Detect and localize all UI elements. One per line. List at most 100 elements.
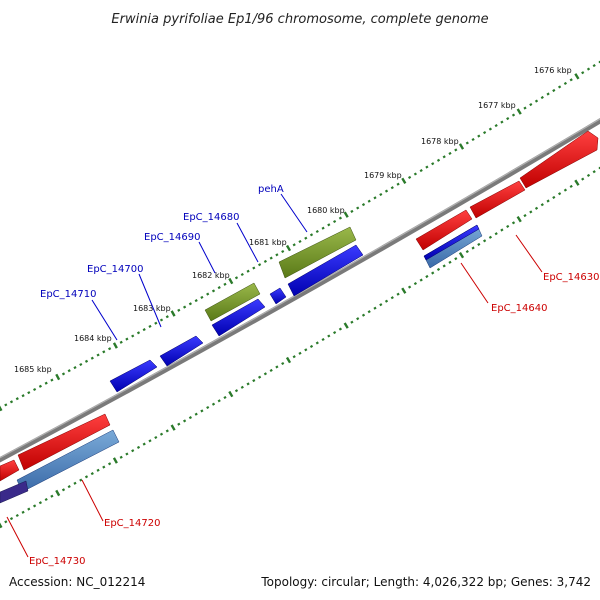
tick-mark xyxy=(194,412,198,416)
tick-mark xyxy=(534,99,539,103)
tick-mark xyxy=(569,78,573,82)
label-epc-14640[interactable]: EpC_14640 xyxy=(491,303,547,314)
tick-mark xyxy=(217,399,221,403)
tick-mark xyxy=(200,409,204,413)
tick-mark xyxy=(285,356,292,364)
tick-mark xyxy=(96,353,100,357)
tick-mark xyxy=(263,372,267,376)
gene-epc-14700[interactable] xyxy=(159,335,204,367)
tick-mark xyxy=(234,276,239,280)
tick-mark xyxy=(61,372,66,376)
tick-mark xyxy=(431,271,435,275)
gene-peha-cds[interactable] xyxy=(287,244,364,297)
gene-epc-14640-a[interactable] xyxy=(415,209,473,251)
tick-mark xyxy=(298,239,302,244)
tick-mark xyxy=(338,216,342,220)
tick-mark xyxy=(73,366,77,370)
tick-mark xyxy=(79,362,83,367)
tick-mark xyxy=(390,186,394,190)
tick-mark xyxy=(50,494,54,498)
tick-mark xyxy=(534,206,539,210)
label-epc-14720[interactable]: EpC_14720 xyxy=(104,518,160,529)
tick-mark xyxy=(327,223,331,227)
tick-mark xyxy=(488,235,493,239)
tick-mark xyxy=(408,175,412,179)
gene-epc-14720[interactable] xyxy=(17,413,111,471)
tick-mark xyxy=(321,337,325,342)
tick-mark xyxy=(73,481,77,485)
gene-epc-14690[interactable] xyxy=(204,282,261,322)
gene-epc-14680-b[interactable] xyxy=(269,287,287,305)
label-epc-14690[interactable]: EpC_14690 xyxy=(144,232,200,243)
kbp-label-1677: 1677 kbp xyxy=(478,101,516,110)
tick-mark xyxy=(304,236,308,240)
gene-epc-14630-b[interactable] xyxy=(469,180,526,219)
tick-mark xyxy=(471,137,475,142)
tick-mark xyxy=(506,224,510,228)
tick-mark xyxy=(38,384,42,388)
tick-mark xyxy=(552,195,556,199)
tick-mark xyxy=(540,95,544,100)
tick-mark xyxy=(240,272,244,277)
tick-mark xyxy=(477,242,481,246)
tick-mark xyxy=(425,165,429,169)
tick-mark xyxy=(136,331,141,335)
gene-epc-14710[interactable] xyxy=(109,359,158,393)
tick-mark xyxy=(373,306,377,310)
tick-mark xyxy=(38,501,42,505)
tick-mark xyxy=(592,170,596,174)
tick-mark xyxy=(33,387,37,392)
tick-mark xyxy=(494,124,498,128)
tick-mark xyxy=(0,404,3,412)
tick-mark xyxy=(586,67,591,71)
tick-mark xyxy=(454,257,458,261)
tick-mark xyxy=(356,206,360,210)
gene-epc-14630-a[interactable] xyxy=(519,130,599,189)
tick-mark xyxy=(96,468,100,472)
tick-mark xyxy=(67,485,71,489)
tick-mark xyxy=(188,302,192,306)
tick-mark xyxy=(557,192,562,196)
tick-mark xyxy=(21,394,25,398)
label-epc-14630[interactable]: EpC_14630 xyxy=(543,272,599,283)
gene-epc-14640-blue[interactable] xyxy=(423,224,480,261)
tick-mark xyxy=(281,249,285,254)
gene-epc-14730-dark[interactable] xyxy=(0,480,29,504)
label-epc-14700[interactable]: EpC_14700 xyxy=(87,264,143,275)
tick-mark xyxy=(170,310,176,317)
tick-mark xyxy=(436,158,441,162)
tick-track-outer xyxy=(0,60,600,412)
gene-epc-14730[interactable] xyxy=(0,459,20,482)
label-peha[interactable]: pehA xyxy=(258,184,284,195)
gene-epc-14680-a[interactable] xyxy=(211,298,266,337)
chromosome-backbone xyxy=(0,118,600,463)
label-epc-14680[interactable]: EpC_14680 xyxy=(183,212,239,223)
summary-text: Topology: circular; Length: 4,026,322 bp… xyxy=(260,575,591,589)
label-epc-14730[interactable]: EpC_14730 xyxy=(29,556,85,567)
tick-mark xyxy=(471,246,475,250)
label-epc-14710[interactable]: EpC_14710 xyxy=(40,289,96,300)
tick-mark xyxy=(170,424,176,431)
tick-mark xyxy=(159,432,164,436)
tick-mark xyxy=(90,472,94,476)
tick-mark xyxy=(217,286,221,290)
tick-mark xyxy=(401,177,407,184)
tick-mark xyxy=(258,375,262,379)
tick-mark xyxy=(223,282,227,286)
tick-mark xyxy=(206,292,210,296)
tick-mark xyxy=(500,120,504,124)
tick-mark xyxy=(586,173,591,177)
tick-mark xyxy=(506,117,510,121)
tick-mark xyxy=(390,296,394,300)
tick-mark xyxy=(246,269,250,273)
tick-mark xyxy=(431,162,435,166)
tick-mark xyxy=(252,266,256,270)
tick-mark xyxy=(401,287,407,294)
tick-mark xyxy=(154,435,158,440)
tick-mark xyxy=(454,148,458,152)
tick-mark xyxy=(529,103,533,107)
gene-peha[interactable] xyxy=(278,226,357,279)
tick-mark xyxy=(309,344,314,348)
tick-mark xyxy=(581,177,585,181)
